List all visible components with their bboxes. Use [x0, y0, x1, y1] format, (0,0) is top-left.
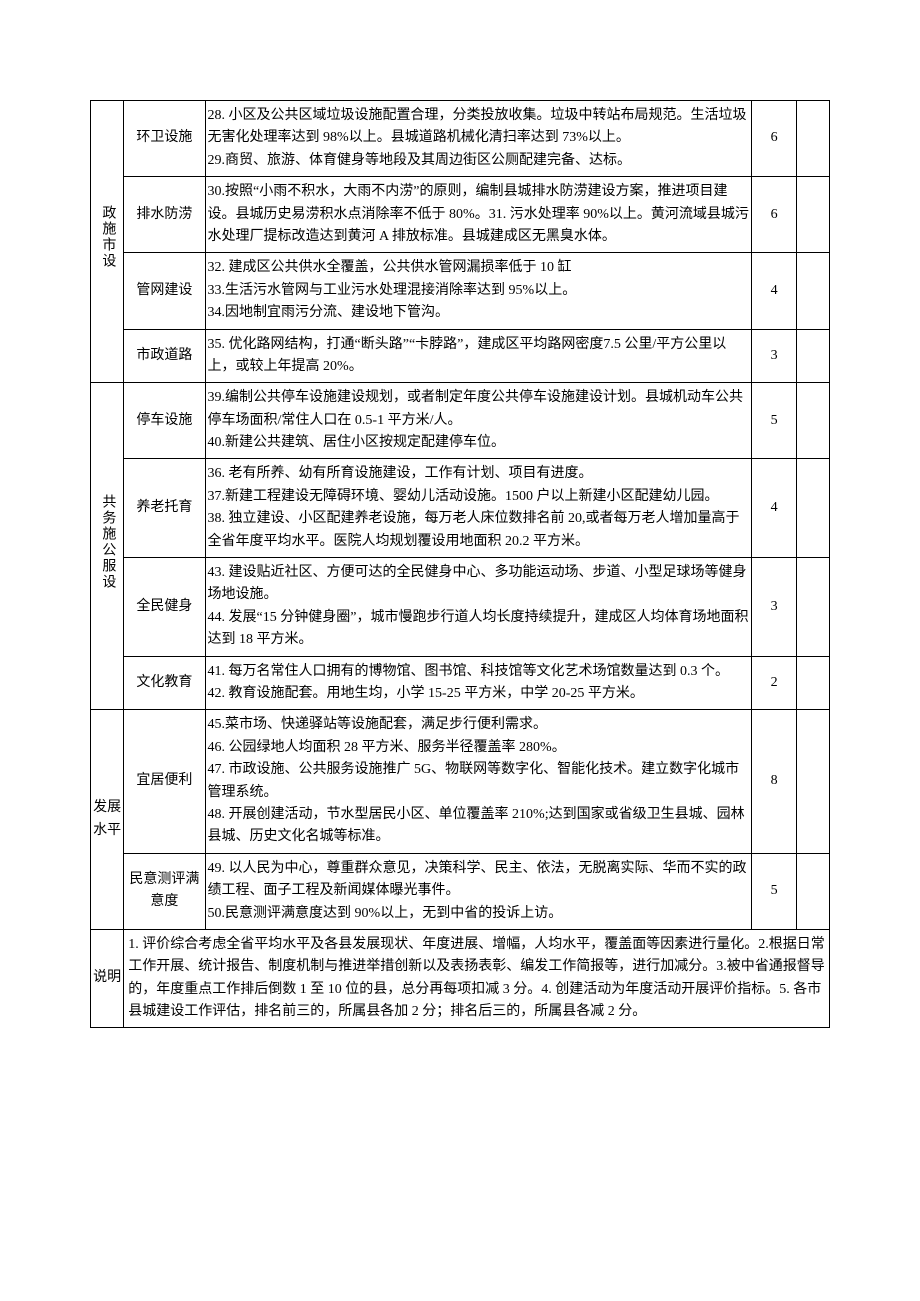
description-cell: 41. 每万名常住人口拥有的博物馆、图书馆、科技馆等文化艺术场馆数量达到 0.3… — [205, 656, 752, 710]
score-cell: 5 — [752, 383, 796, 459]
extra-cell — [796, 853, 829, 929]
extra-cell — [796, 329, 829, 383]
table-row: 发展水平宜居便利45.菜市场、快递驿站等设施配套，满足步行便利需求。46. 公园… — [91, 710, 830, 853]
note-label-cell: 说明 — [91, 929, 124, 1028]
category-label: 发展水平 — [93, 800, 121, 837]
subcategory-cell: 文化教育 — [124, 656, 205, 710]
subcategory-cell: 全民健身 — [124, 558, 205, 657]
score-cell: 2 — [752, 656, 796, 710]
table-row: 民意测评满意度49. 以人民为中心，尊重群众意见，决策科学、民主、依法，无脱离实… — [91, 853, 830, 929]
score-cell: 5 — [752, 853, 796, 929]
description-cell: 32. 建成区公共供水全覆盖，公共供水管网漏损率低于 10 缸33.生活污水管网… — [205, 253, 752, 329]
extra-cell — [796, 656, 829, 710]
subcategory-cell: 养老托育 — [124, 459, 205, 558]
description-cell: 43. 建设贴近社区、方便可达的全民健身中心、多功能运动场、步道、小型足球场等健… — [205, 558, 752, 657]
subcategory-cell: 管网建设 — [124, 253, 205, 329]
score-cell: 4 — [752, 253, 796, 329]
description-cell: 45.菜市场、快递驿站等设施配套，满足步行便利需求。46. 公园绿地人均面积 2… — [205, 710, 752, 853]
note-row: 说明1. 评价综合考虑全省平均水平及各县发展现状、年度进展、增幅，人均水平，覆盖… — [91, 929, 830, 1028]
table-row: 全民健身43. 建设贴近社区、方便可达的全民健身中心、多功能运动场、步道、小型足… — [91, 558, 830, 657]
subcategory-cell: 宜居便利 — [124, 710, 205, 853]
score-cell: 3 — [752, 558, 796, 657]
extra-cell — [796, 710, 829, 853]
category-label: 政施市设 — [96, 205, 118, 269]
table-row: 文化教育41. 每万名常住人口拥有的博物馆、图书馆、科技馆等文化艺术场馆数量达到… — [91, 656, 830, 710]
table-row: 养老托育36. 老有所养、幼有所育设施建设，工作有计划、项目有进度。37.新建工… — [91, 459, 830, 558]
table-row: 排水防涝30.按照“小雨不积水，大雨不内涝”的原则，编制县城排水防涝建设方案，推… — [91, 177, 830, 253]
category-label: 共务施公服设 — [96, 494, 118, 590]
table-row: 管网建设32. 建成区公共供水全覆盖，公共供水管网漏损率低于 10 缸33.生活… — [91, 253, 830, 329]
subcategory-cell: 排水防涝 — [124, 177, 205, 253]
table-row: 共务施公服设停车设施39.编制公共停车设施建设规划，或者制定年度公共停车设施建设… — [91, 383, 830, 459]
subcategory-cell: 市政道路 — [124, 329, 205, 383]
extra-cell — [796, 177, 829, 253]
score-cell: 3 — [752, 329, 796, 383]
extra-cell — [796, 558, 829, 657]
subcategory-cell: 环卫设施 — [124, 101, 205, 177]
description-cell: 36. 老有所养、幼有所育设施建设，工作有计划、项目有进度。37.新建工程建设无… — [205, 459, 752, 558]
subcategory-cell: 停车设施 — [124, 383, 205, 459]
category-cell: 共务施公服设 — [91, 383, 124, 710]
evaluation-table: 政施市设 环卫设施28. 小区及公共区域垃圾设施配置合理，分类投放收集。垃圾中转站… — [90, 100, 830, 1028]
category-cell: 政施市设 — [91, 101, 124, 383]
note-text-cell: 1. 评价综合考虑全省平均水平及各县发展现状、年度进展、增幅，人均水平，覆盖面等… — [124, 929, 830, 1028]
score-cell: 6 — [752, 101, 796, 177]
extra-cell — [796, 383, 829, 459]
description-cell: 28. 小区及公共区域垃圾设施配置合理，分类投放收集。垃圾中转站布局规范。生活垃… — [205, 101, 752, 177]
extra-cell — [796, 101, 829, 177]
score-cell: 4 — [752, 459, 796, 558]
description-cell: 49. 以人民为中心，尊重群众意见，决策科学、民主、依法，无脱离实际、华而不实的… — [205, 853, 752, 929]
description-cell: 35. 优化路网结构，打通“断头路”“卡脖路”，建成区平均路网密度7.5 公里/… — [205, 329, 752, 383]
extra-cell — [796, 253, 829, 329]
score-cell: 8 — [752, 710, 796, 853]
table-row: 市政道路35. 优化路网结构，打通“断头路”“卡脖路”，建成区平均路网密度7.5… — [91, 329, 830, 383]
category-cell: 发展水平 — [91, 710, 124, 930]
subcategory-cell: 民意测评满意度 — [124, 853, 205, 929]
description-cell: 30.按照“小雨不积水，大雨不内涝”的原则，编制县城排水防涝建设方案，推进项目建… — [205, 177, 752, 253]
extra-cell — [796, 459, 829, 558]
table-row: 政施市设环卫设施28. 小区及公共区域垃圾设施配置合理，分类投放收集。垃圾中转站… — [91, 101, 830, 177]
description-cell: 39.编制公共停车设施建设规划，或者制定年度公共停车设施建设计划。县城机动车公共… — [205, 383, 752, 459]
score-cell: 6 — [752, 177, 796, 253]
